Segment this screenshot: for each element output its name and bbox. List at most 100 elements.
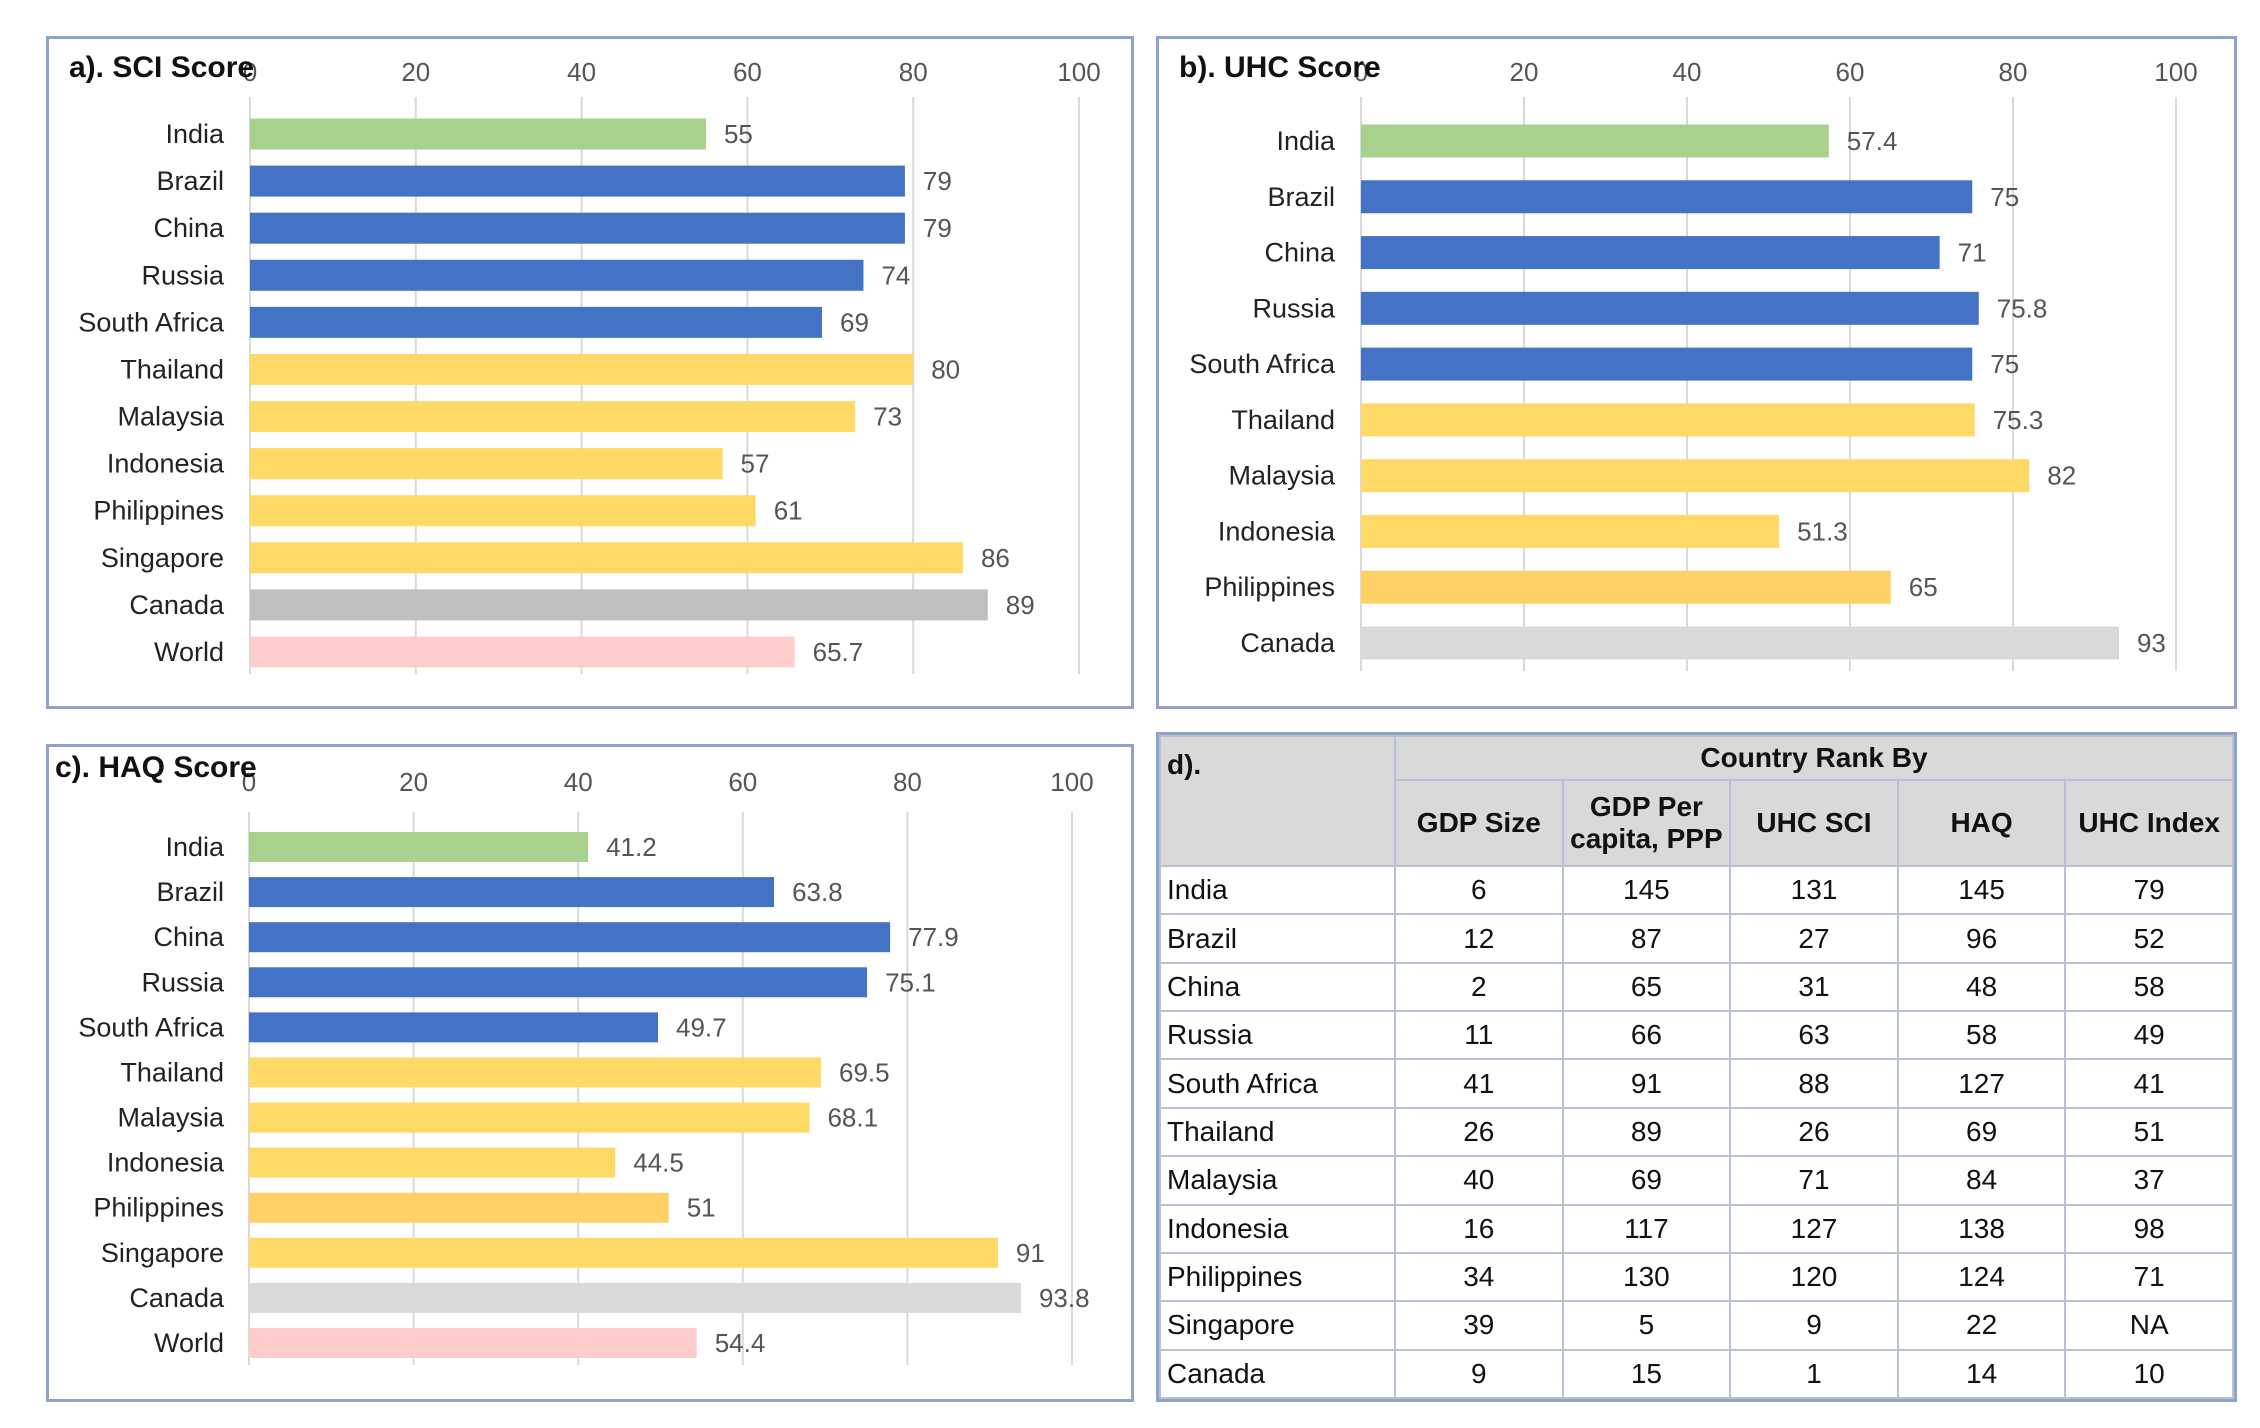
category-label: World [154,637,224,667]
data-label: 75.3 [1993,405,2044,435]
table-title: d). [1159,735,1396,867]
data-label: 69 [840,307,869,337]
bar [1361,626,2119,660]
category-label: China [1264,238,1336,268]
category-label: India [165,119,225,149]
bar [1361,459,2030,493]
column-header: UHC Index [2064,779,2234,867]
bar [249,1192,669,1223]
category-label: Canada [1240,628,1336,658]
rank-cell: 98 [2064,1203,2234,1254]
category-label: Indonesia [107,1148,225,1178]
rank-cell: 34 [1394,1251,1564,1303]
data-label: 89 [1006,590,1035,620]
rank-cell: 31 [1729,961,1899,1013]
data-label: 63.8 [792,877,843,907]
bar [250,401,856,433]
category-label: Canada [129,590,225,620]
data-label: 44.5 [633,1148,684,1178]
bar [249,1102,810,1133]
rank-cell: 41 [2064,1058,2234,1109]
country-cell: Singapore [1159,1300,1396,1351]
rank-cell: 117 [1561,1203,1732,1254]
x-tick-label: 100 [1057,57,1100,87]
rank-cell: 79 [2064,864,2234,916]
data-label: 93.8 [1039,1283,1090,1313]
x-tick-label: 20 [399,767,428,797]
rank-cell: 14 [1896,1348,2067,1400]
rank-cell: 145 [1896,864,2067,916]
category-label: Thailand [120,1057,224,1087]
rank-cell: 131 [1729,864,1899,916]
category-label: Thailand [1231,405,1335,435]
bar [249,1147,616,1178]
rank-cell: 130 [1561,1251,1732,1303]
category-label: Singapore [101,543,224,573]
rank-cell: 9 [1394,1348,1564,1400]
rank-cell: 40 [1394,1155,1564,1206]
rank-cell: 71 [1729,1155,1899,1206]
bar [1361,403,1975,437]
bar [1361,570,1891,604]
rank-cell: 69 [1561,1155,1732,1206]
bar [1361,124,1829,158]
haq-score-chart: 0 20 40 60 80 100 c). HAQ Score India 41.2 Brazil… [55,751,1094,1365]
sci-score-panel: 0 20 40 60 80 100 a). SCI Score India 55 Brazil 79… [46,36,1134,709]
data-label: 41.2 [606,832,657,862]
category-label: Malaysia [117,1103,225,1133]
rank-cell: 87 [1561,913,1732,964]
rank-cell: 127 [1729,1203,1899,1254]
rank-cell: 11 [1394,1010,1564,1061]
column-header: UHC SCI [1729,779,1899,867]
rank-cell: 1 [1729,1348,1899,1400]
table-row: South Africa 41 91 88 127 41 [1159,1058,2234,1109]
data-label: 75 [1990,349,2019,379]
rank-cell: 27 [1729,913,1899,964]
category-label: Philippines [93,496,224,526]
data-label: 80 [931,354,960,384]
column-header-row: GDP Size GDP Per capita, PPP UHC SCI HAQ UHC… [1160,779,2234,867]
rank-cell: 5 [1561,1300,1732,1351]
data-label: 54.4 [715,1328,766,1358]
data-label: 51.3 [1797,516,1848,546]
table-row: Thailand 26 89 26 69 51 [1159,1106,2234,1158]
category-label: Brazil [1267,182,1335,212]
data-label: 74 [881,260,910,290]
table-row: Brazil 12 87 27 96 52 [1159,913,2234,964]
category-label: Singapore [101,1238,224,1268]
country-cell: Thailand [1159,1106,1396,1158]
x-tick-label: 40 [567,57,596,87]
x-tick-label: 80 [1999,57,2028,87]
x-tick-label: 40 [1673,57,1702,87]
rank-cell: 2 [1394,961,1564,1013]
country-rank-panel: d). Country Rank By GDP Size GDP Per capi… [1156,732,2237,1402]
x-tick-label: 40 [564,767,593,797]
bar [249,1057,821,1088]
rank-cell: 10 [2064,1348,2234,1400]
x-tick-label: 60 [1836,57,1865,87]
bar [249,1012,659,1043]
bar [249,832,589,862]
x-tick-label: 20 [401,57,430,87]
bar [249,1282,1021,1313]
rank-cell: 26 [1394,1106,1564,1158]
country-cell: Philippines [1159,1251,1396,1303]
data-label: 55 [724,119,753,149]
data-label: 73 [873,402,902,432]
country-cell: Canada [1159,1348,1396,1400]
rank-cell: NA [2064,1300,2234,1351]
category-label: South Africa [78,1012,225,1042]
table-row: Canada 9 15 1 14 10 [1159,1348,2234,1400]
rank-cell: 51 [2064,1106,2234,1158]
rank-cell: 66 [1561,1010,1732,1061]
column-header: GDP Per capita, PPP [1561,779,1732,867]
rank-cell: 71 [2064,1251,2234,1303]
data-label: 75.1 [885,967,936,997]
bar [249,877,775,908]
table-row: Russia 11 66 63 58 49 [1159,1010,2234,1061]
table-row: China 2 65 31 48 58 [1159,961,2234,1013]
category-label: South Africa [78,307,225,337]
x-tick-label: 100 [2154,57,2197,87]
rank-cell: 26 [1729,1106,1899,1158]
category-label: Russia [1252,293,1336,323]
